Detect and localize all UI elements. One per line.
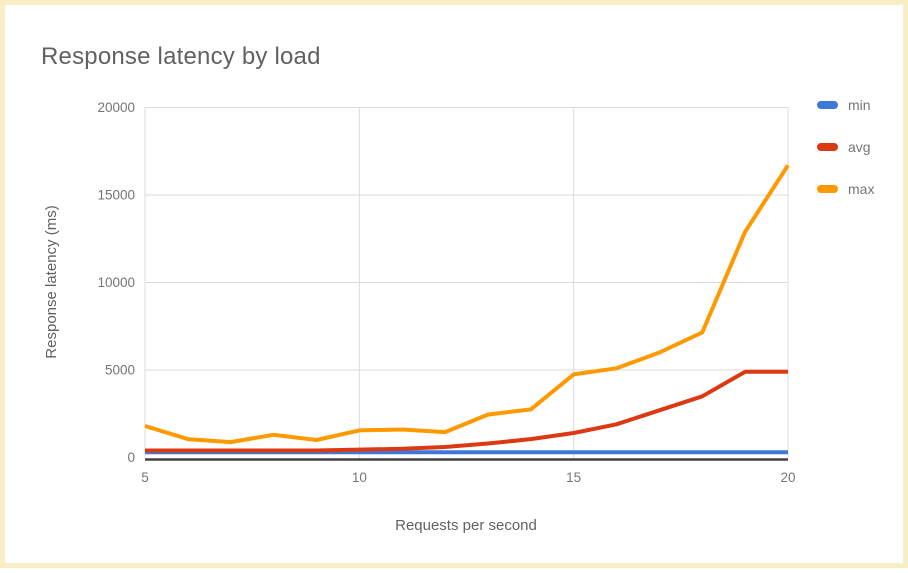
y-tick-label: 10000 — [97, 275, 135, 290]
series-line-max — [144, 164, 790, 445]
x-tick-label: 20 — [780, 470, 795, 485]
legend-label: max — [848, 181, 875, 197]
legend-label: min — [848, 97, 871, 113]
legend-item-avg: avg — [817, 139, 874, 155]
legend-item-min: min — [817, 97, 874, 113]
series-line-avg — [145, 369, 788, 453]
legend-label: avg — [848, 139, 871, 155]
y-tick-label: 5000 — [105, 363, 135, 378]
legend-item-max: max — [817, 181, 874, 197]
legend-swatch-max — [817, 185, 838, 193]
y-tick-label: 20000 — [97, 100, 135, 115]
x-tick-label: 15 — [566, 470, 581, 485]
y-tick-label: 15000 — [97, 188, 135, 203]
x-axis-title: Requests per second — [395, 517, 537, 534]
legend: min avg max — [817, 97, 874, 197]
legend-swatch-avg — [817, 143, 838, 151]
legend-swatch-min — [817, 101, 838, 109]
x-tick-label: 5 — [141, 470, 149, 485]
chart-title: Response latency by load — [41, 43, 321, 70]
y-tick-label: 0 — [127, 450, 135, 465]
x-tick-label: 10 — [352, 470, 367, 485]
plot-area: 0 5000 10000 15000 20000 5 10 15 20 — [97, 100, 795, 485]
